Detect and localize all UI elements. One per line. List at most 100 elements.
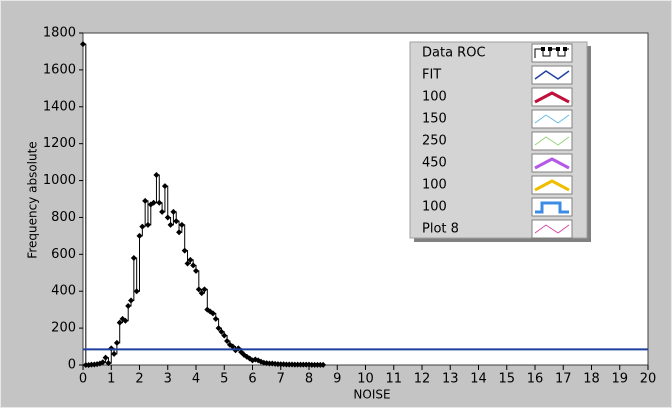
y-tick-label: 400 bbox=[51, 284, 76, 299]
data-point bbox=[209, 310, 216, 317]
legend-swatch bbox=[534, 157, 570, 170]
x-axis-label: NOISE bbox=[353, 388, 390, 402]
legend-swatch bbox=[534, 136, 570, 146]
data-point bbox=[170, 208, 177, 215]
data-point bbox=[139, 223, 146, 230]
x-tick-label: 13 bbox=[442, 372, 459, 387]
data-point bbox=[184, 260, 191, 267]
y-tick-label: 1600 bbox=[43, 62, 76, 77]
legend-label: 250 bbox=[422, 134, 447, 149]
y-tick-label: 1000 bbox=[43, 173, 76, 188]
data-point bbox=[122, 317, 129, 324]
data-point bbox=[212, 315, 219, 322]
data-point bbox=[125, 302, 132, 309]
legend-swatch-box bbox=[531, 87, 573, 107]
legend-label: 450 bbox=[422, 156, 447, 171]
x-tick-label: 17 bbox=[555, 372, 572, 387]
data-point bbox=[320, 361, 327, 368]
x-tick-label: 8 bbox=[305, 372, 313, 387]
y-tick-label: 1400 bbox=[43, 99, 76, 114]
legend-swatch bbox=[534, 91, 570, 104]
legend-swatch bbox=[534, 224, 570, 234]
legend-swatch bbox=[535, 201, 569, 214]
x-tick-label: 10 bbox=[357, 372, 374, 387]
data-point bbox=[144, 221, 151, 228]
legend-swatch-box bbox=[531, 43, 573, 63]
data-point bbox=[116, 319, 123, 326]
x-tick-label: 1 bbox=[107, 372, 115, 387]
data-point bbox=[218, 328, 225, 335]
data-point bbox=[198, 290, 205, 297]
x-tick-label: 5 bbox=[220, 372, 228, 387]
legend-marker bbox=[541, 47, 545, 51]
y-axis-label: Frequency absolute bbox=[26, 141, 40, 258]
x-tick-label: 20 bbox=[640, 372, 657, 387]
y-tick-label: 200 bbox=[51, 321, 76, 336]
x-tick-label: 16 bbox=[527, 372, 544, 387]
x-tick-label: 0 bbox=[79, 372, 87, 387]
data-point bbox=[130, 255, 137, 262]
data-point bbox=[133, 288, 140, 295]
data-point bbox=[159, 208, 166, 215]
data-point bbox=[150, 199, 157, 206]
y-tick-label: 1800 bbox=[43, 26, 76, 41]
data-point bbox=[99, 359, 106, 366]
data-point bbox=[102, 354, 109, 361]
x-tick-label: 7 bbox=[277, 372, 285, 387]
data-point bbox=[161, 183, 168, 190]
x-tick-label: 6 bbox=[248, 372, 256, 387]
data-point bbox=[128, 297, 135, 304]
legend-label: 100 bbox=[422, 178, 447, 193]
x-tick-label: 11 bbox=[385, 372, 402, 387]
legend-marker bbox=[548, 47, 552, 51]
data-point bbox=[181, 247, 188, 254]
data-point bbox=[136, 232, 143, 239]
legend-swatch-box bbox=[531, 153, 573, 173]
data-point bbox=[164, 214, 171, 221]
legend-label: Data ROC bbox=[422, 46, 486, 61]
legend-swatch bbox=[534, 114, 570, 124]
x-tick-label: 15 bbox=[498, 372, 515, 387]
x-tick-label: 12 bbox=[414, 372, 431, 387]
legend-label: 150 bbox=[422, 112, 447, 127]
y-tick-label: 1200 bbox=[43, 136, 76, 151]
y-tick-label: 600 bbox=[51, 247, 76, 262]
data-point bbox=[178, 221, 185, 228]
data-point bbox=[215, 325, 222, 332]
x-tick-label: 14 bbox=[470, 372, 487, 387]
legend-label: 100 bbox=[422, 90, 447, 105]
legend-swatch-box bbox=[531, 175, 573, 195]
data-point bbox=[229, 343, 236, 350]
data-point bbox=[153, 172, 160, 179]
y-tick-label: 800 bbox=[51, 210, 76, 225]
data-point bbox=[111, 350, 118, 357]
data-point bbox=[173, 218, 180, 225]
data-point bbox=[221, 332, 228, 339]
x-tick-label: 4 bbox=[192, 372, 200, 387]
x-tick-label: 19 bbox=[611, 372, 628, 387]
data-point bbox=[80, 41, 86, 48]
data-point bbox=[224, 338, 231, 345]
data-point bbox=[187, 256, 194, 263]
data-point bbox=[193, 267, 199, 274]
data-point bbox=[176, 229, 183, 236]
data-point bbox=[105, 360, 112, 367]
data-point bbox=[195, 286, 202, 293]
legend-label: 100 bbox=[422, 200, 447, 215]
legend-label: Plot 8 bbox=[422, 222, 459, 237]
data-point bbox=[190, 262, 197, 269]
data-point bbox=[252, 356, 259, 363]
legend-label: FIT bbox=[422, 68, 441, 83]
legend-marker bbox=[556, 47, 560, 51]
legend-marker bbox=[563, 47, 567, 51]
legend-swatch bbox=[534, 179, 570, 192]
data-point bbox=[167, 221, 174, 228]
data-point bbox=[156, 199, 163, 206]
legend-swatch bbox=[534, 70, 570, 80]
data-point bbox=[201, 286, 208, 293]
x-tick-label: 9 bbox=[333, 372, 341, 387]
data-point bbox=[142, 197, 149, 204]
data-point bbox=[113, 339, 120, 346]
